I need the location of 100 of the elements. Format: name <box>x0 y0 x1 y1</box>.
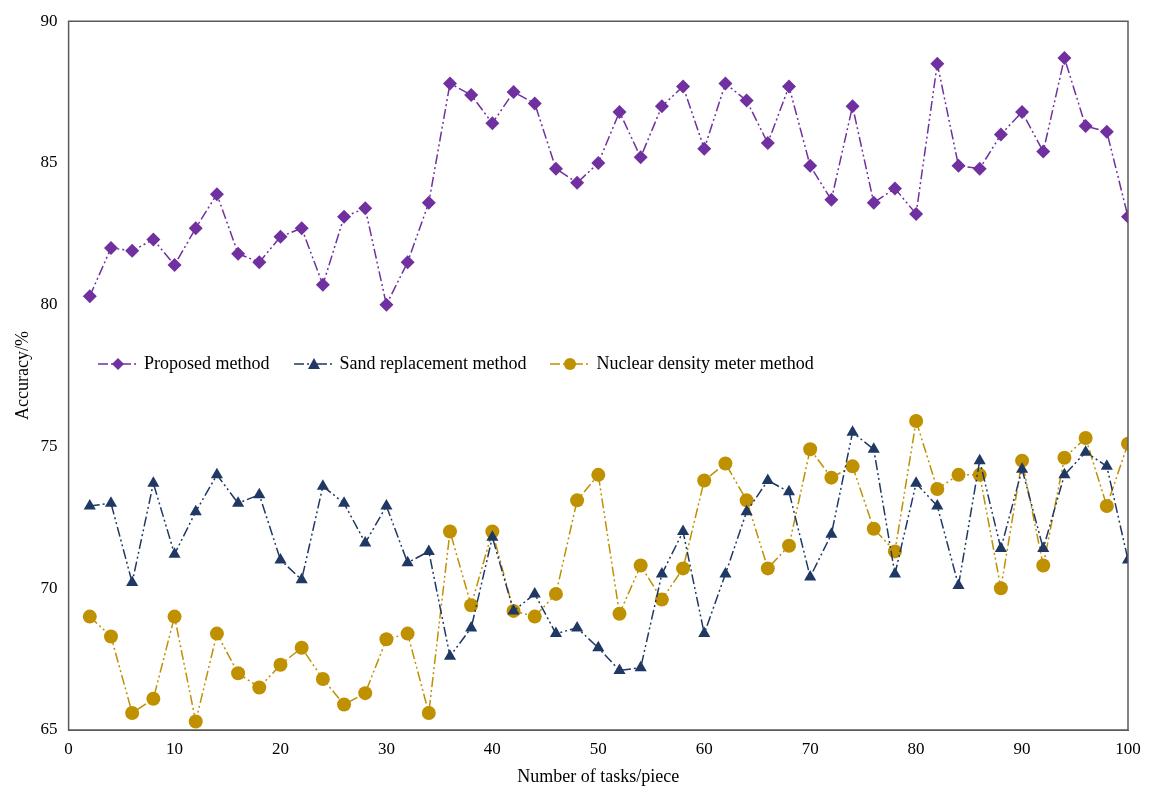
point <box>910 476 923 487</box>
point <box>952 578 965 589</box>
point <box>633 150 648 165</box>
point <box>571 620 584 632</box>
legend-label: Proposed method <box>144 353 270 374</box>
x-axis-title: Number of tasks/piece <box>517 765 680 786</box>
point <box>718 456 733 471</box>
x-tick-label: 60 <box>695 738 713 758</box>
point <box>442 76 457 91</box>
point <box>1099 124 1114 139</box>
point <box>252 680 267 695</box>
point <box>548 586 563 601</box>
legend-label: Nuclear density meter method <box>596 353 814 374</box>
point <box>359 535 372 547</box>
point <box>951 467 966 482</box>
point <box>612 606 627 621</box>
point <box>1037 541 1050 553</box>
y-tick-label: 70 <box>40 577 58 597</box>
point <box>528 586 541 598</box>
point <box>613 663 626 674</box>
point <box>930 56 945 71</box>
point <box>994 541 1007 553</box>
point <box>400 255 415 270</box>
point <box>82 289 97 304</box>
point <box>209 626 224 641</box>
point <box>125 705 140 720</box>
point <box>760 136 775 151</box>
point <box>697 141 712 156</box>
point <box>866 521 881 536</box>
point <box>740 504 753 516</box>
point <box>676 524 690 536</box>
point <box>1036 558 1051 573</box>
point <box>294 640 309 655</box>
point <box>654 592 669 607</box>
point <box>400 626 415 641</box>
point <box>676 79 691 94</box>
point <box>168 547 181 558</box>
point <box>442 524 457 539</box>
point <box>1057 450 1072 465</box>
point <box>295 572 308 584</box>
point <box>146 691 161 706</box>
point <box>761 473 774 484</box>
point <box>421 195 436 210</box>
point <box>232 496 245 507</box>
point <box>1079 445 1092 456</box>
point <box>719 567 732 578</box>
point <box>825 527 838 538</box>
point <box>527 96 542 111</box>
point <box>973 453 986 465</box>
point <box>486 530 499 541</box>
point <box>570 175 585 190</box>
point <box>634 660 647 672</box>
point <box>867 442 880 453</box>
point <box>103 241 118 256</box>
x-tick-label: 0 <box>64 738 73 758</box>
point <box>781 538 796 553</box>
point <box>380 499 393 510</box>
point <box>167 258 182 273</box>
point <box>846 425 859 436</box>
point <box>146 232 161 247</box>
point <box>698 626 711 638</box>
point <box>82 609 97 624</box>
point <box>527 609 542 624</box>
point <box>274 552 287 564</box>
point <box>909 206 924 221</box>
point <box>676 561 691 576</box>
point <box>591 467 606 482</box>
point <box>315 671 330 686</box>
point <box>167 609 182 624</box>
point <box>1078 119 1093 134</box>
point <box>337 697 352 712</box>
point <box>931 499 944 510</box>
point <box>1058 467 1071 479</box>
point <box>464 598 479 613</box>
y-tick-label: 85 <box>40 152 58 172</box>
point <box>951 158 966 173</box>
point <box>465 620 478 632</box>
point <box>126 575 139 587</box>
point <box>231 246 246 261</box>
point <box>803 158 818 173</box>
point <box>697 473 712 488</box>
x-tick-label: 30 <box>377 738 395 758</box>
point <box>591 155 606 170</box>
point <box>485 116 500 131</box>
point <box>379 632 394 647</box>
point <box>549 626 562 638</box>
point <box>1036 144 1051 159</box>
x-tick-label: 20 <box>271 738 289 758</box>
point <box>316 479 329 490</box>
point <box>718 76 733 91</box>
point <box>824 470 839 485</box>
legend-label: Sand replacement method <box>339 353 527 374</box>
point <box>273 229 288 244</box>
x-tick-label: 70 <box>801 738 819 758</box>
point <box>633 558 648 573</box>
point <box>421 705 436 720</box>
point <box>253 487 266 499</box>
point <box>993 127 1008 142</box>
point <box>845 459 860 474</box>
y-tick-label: 75 <box>40 435 58 455</box>
